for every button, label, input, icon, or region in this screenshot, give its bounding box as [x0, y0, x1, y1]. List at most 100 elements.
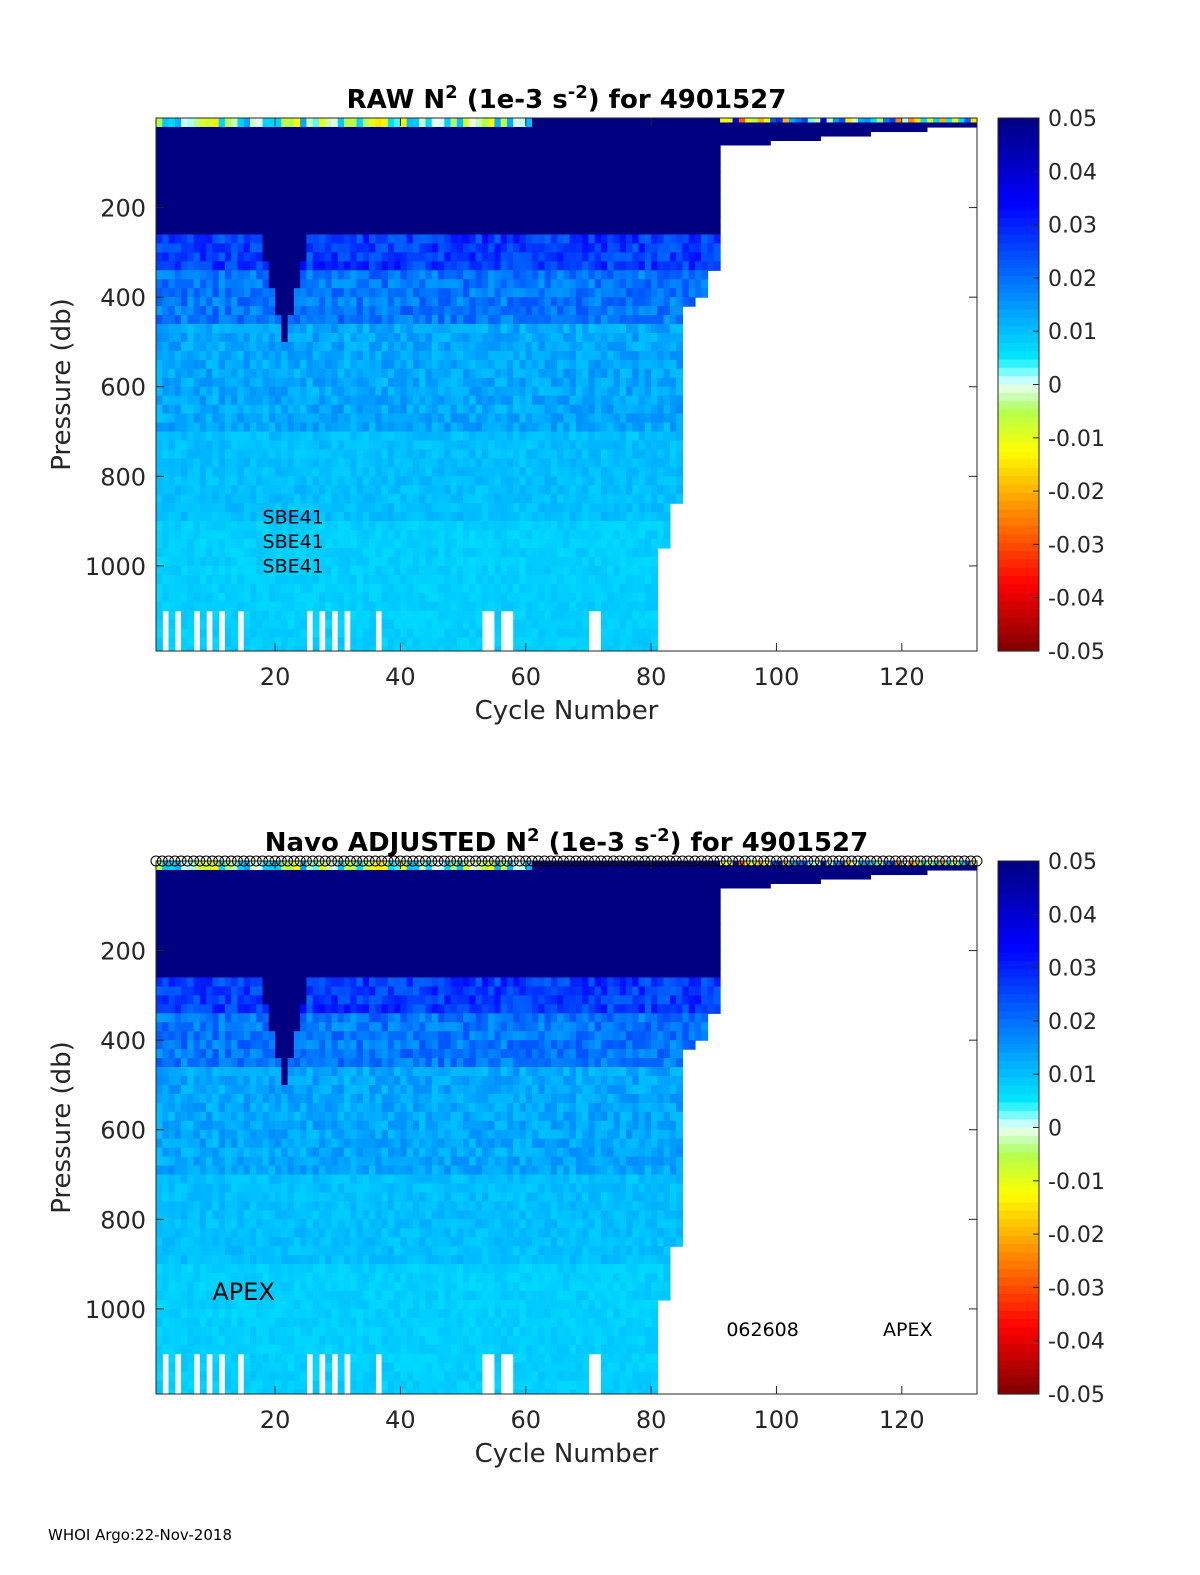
cycle-marker — [476, 855, 488, 867]
cycle-marker — [432, 855, 444, 867]
colorbar-tick-label: -0.05 — [1048, 640, 1105, 665]
cycle-marker — [608, 855, 620, 867]
cycle-marker — [633, 855, 645, 867]
cycle-marker — [244, 855, 256, 867]
heatmap-cells — [156, 118, 977, 651]
y-tick-label: 800 — [100, 1206, 146, 1234]
colorbar-tick-label: 0 — [1048, 374, 1062, 399]
cycle-marker — [564, 855, 576, 867]
cycle-marker — [890, 855, 902, 867]
cycle-marker — [802, 855, 814, 867]
cycle-marker — [702, 855, 714, 867]
cycle-marker — [363, 855, 375, 867]
colorbar-tick-label: -0.01 — [1048, 1170, 1105, 1195]
cycle-marker — [821, 855, 833, 867]
y-tick-label: 200 — [100, 195, 146, 223]
colorbar-tick-label: 0.02 — [1048, 1010, 1097, 1035]
cycle-marker — [557, 855, 569, 867]
cycle-marker — [319, 855, 331, 867]
cycle-marker — [388, 855, 400, 867]
cycle-marker — [745, 855, 757, 867]
cycle-marker — [507, 855, 519, 867]
cycle-marker — [520, 855, 532, 867]
y-tick-label: 600 — [100, 374, 146, 402]
cycle-marker — [752, 855, 764, 867]
cycle-marker — [156, 855, 168, 867]
chart-panel-2: 20 40 60 80 100 120 200 400 600 800 1000 Cycle Numb… — [47, 825, 1105, 1470]
axes-frame — [155, 860, 978, 1395]
colorbar-tick-label: -0.02 — [1048, 1223, 1105, 1248]
cycle-marker — [413, 855, 425, 867]
x-tick-label: 20 — [260, 1406, 291, 1434]
annotation-label: SBE41 — [263, 506, 324, 528]
chart-panel-1: 20 40 60 80 100 120 200 400 600 800 1000 Cycle Numb… — [47, 82, 1105, 727]
cycle-marker — [325, 855, 337, 867]
cycle-marker — [369, 855, 381, 867]
cycle-marker — [307, 855, 319, 867]
colorbar-tick-label: 0.03 — [1048, 214, 1097, 239]
colorbar-tick-label: -0.02 — [1048, 480, 1105, 505]
cycle-marker — [513, 855, 525, 867]
cycle-marker — [169, 855, 181, 867]
colorbar-tick-label: 0.01 — [1048, 320, 1097, 345]
cycle-marker — [426, 855, 438, 867]
cycle-marker — [651, 855, 663, 867]
colorbar-tick-label: -0.01 — [1048, 427, 1105, 452]
cycle-marker — [344, 855, 356, 867]
colorbar-tick-label: 0.05 — [1048, 850, 1097, 875]
cycle-marker — [689, 855, 701, 867]
cycle-marker — [495, 855, 507, 867]
cycle-marker — [394, 855, 406, 867]
cycle-marker — [952, 855, 964, 867]
cycle-marker — [294, 855, 306, 867]
cycle-marker — [419, 855, 431, 867]
cycle-marker — [814, 855, 826, 867]
y-tick-label: 1000 — [85, 1296, 146, 1324]
cycle-marker — [852, 855, 864, 867]
chart-title: RAW N2 (1e-3 s-2) for 4901527 — [347, 82, 787, 116]
cycle-marker — [789, 855, 801, 867]
cycle-marker — [219, 855, 231, 867]
cycle-marker — [194, 855, 206, 867]
chart-title: Navo ADJUSTED N2 (1e-3 s-2) for 4901527 — [265, 825, 869, 859]
cycle-marker — [896, 855, 908, 867]
x-tick-label: 100 — [754, 663, 800, 691]
footer-credit: WHOI Argo:22-Nov-2018 — [48, 1526, 232, 1544]
cycle-marker — [758, 855, 770, 867]
cycle-marker — [463, 855, 475, 867]
cycle-marker — [933, 855, 945, 867]
cycle-marker — [683, 855, 695, 867]
cycle-marker — [864, 855, 876, 867]
cycle-marker — [670, 855, 682, 867]
cycle-marker — [965, 855, 977, 867]
cycle-marker — [695, 855, 707, 867]
cycle-marker — [658, 855, 670, 867]
x-tick-label: 40 — [385, 663, 416, 691]
cycle-marker — [338, 855, 350, 867]
cycle-marker — [570, 855, 582, 867]
cycle-marker — [714, 855, 726, 867]
colorbar-tick-label: -0.05 — [1048, 1383, 1105, 1408]
x-axis-label: Cycle Number — [475, 1439, 659, 1469]
cycle-marker — [664, 855, 676, 867]
cycle-marker — [263, 855, 275, 867]
cycle-marker — [727, 855, 739, 867]
cycle-marker — [488, 855, 500, 867]
y-tick-label: 800 — [100, 463, 146, 491]
cycle-marker — [357, 855, 369, 867]
cycle-marker — [971, 855, 983, 867]
cycle-marker — [645, 855, 657, 867]
x-axis-label: Cycle Number — [475, 696, 659, 726]
cycle-marker — [163, 855, 175, 867]
colorbar-tick-label: 0 — [1048, 1117, 1062, 1142]
cycle-marker — [614, 855, 626, 867]
cycle-marker — [181, 855, 193, 867]
cycle-marker — [175, 855, 187, 867]
cycle-marker — [526, 855, 538, 867]
x-tick-label: 120 — [879, 663, 925, 691]
cycle-marker — [551, 855, 563, 867]
colorbar-tick-label: 0.02 — [1048, 267, 1097, 292]
cycle-marker — [626, 855, 638, 867]
cycle-marker — [332, 855, 344, 867]
